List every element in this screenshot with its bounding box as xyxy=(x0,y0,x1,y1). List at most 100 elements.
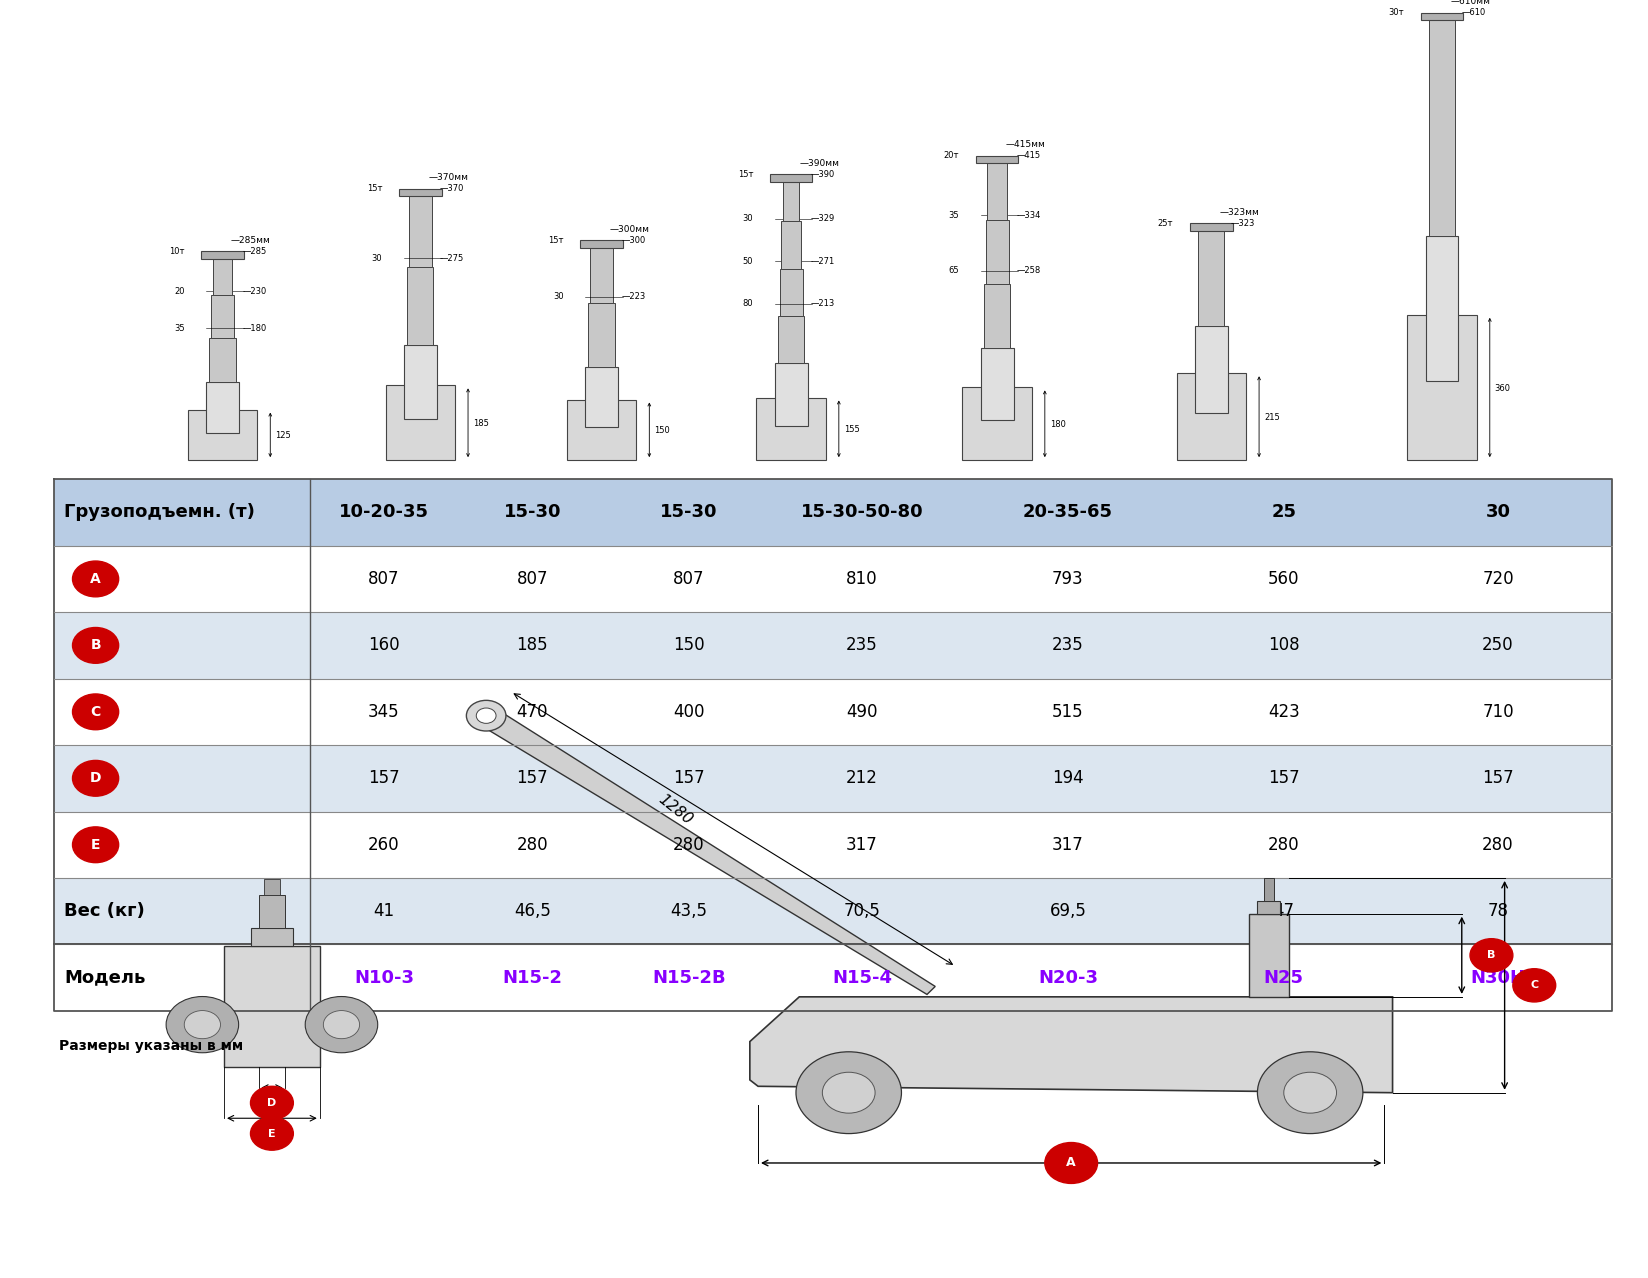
Bar xyxy=(1421,13,1463,20)
Text: 560: 560 xyxy=(1267,570,1300,588)
Text: —415мм: —415мм xyxy=(1005,141,1045,150)
Circle shape xyxy=(73,694,119,730)
Text: 25т: 25т xyxy=(1159,219,1173,227)
Text: 125: 125 xyxy=(275,431,292,440)
Text: —230: —230 xyxy=(242,288,267,296)
Text: 30: 30 xyxy=(372,254,382,263)
Text: 43,5: 43,5 xyxy=(671,902,707,920)
Text: 30т: 30т xyxy=(1389,8,1404,18)
Bar xyxy=(1190,224,1233,231)
Circle shape xyxy=(166,997,239,1053)
Text: Грузоподъемн. (т): Грузоподъемн. (т) xyxy=(64,504,255,521)
Circle shape xyxy=(73,827,119,863)
Bar xyxy=(756,397,826,460)
Bar xyxy=(54,546,1612,612)
Bar xyxy=(590,240,613,303)
Bar xyxy=(54,944,1612,1011)
Circle shape xyxy=(1045,1143,1098,1183)
Text: 793: 793 xyxy=(1051,570,1084,588)
Text: C: C xyxy=(1531,980,1538,990)
Text: D: D xyxy=(267,1098,277,1108)
Bar xyxy=(188,410,257,460)
Text: 720: 720 xyxy=(1482,570,1515,588)
Text: —390: —390 xyxy=(811,170,836,179)
Bar xyxy=(1249,914,1289,997)
Bar xyxy=(1426,235,1458,381)
Bar xyxy=(213,250,232,295)
Text: Вес (кг): Вес (кг) xyxy=(64,902,145,920)
Circle shape xyxy=(1257,1052,1363,1134)
Text: 185: 185 xyxy=(473,419,489,428)
Text: —300мм: —300мм xyxy=(610,225,649,234)
Bar xyxy=(209,339,236,382)
Bar xyxy=(1429,13,1455,235)
Bar xyxy=(54,679,1612,745)
Text: 260: 260 xyxy=(368,836,400,854)
Bar xyxy=(54,479,1612,546)
Text: 280: 280 xyxy=(1267,836,1300,854)
Bar xyxy=(1407,314,1477,460)
Text: E: E xyxy=(269,1128,275,1139)
Text: —370: —370 xyxy=(440,184,465,193)
Text: 10т: 10т xyxy=(170,247,185,256)
Text: 180: 180 xyxy=(1050,420,1066,429)
Text: —323: —323 xyxy=(1231,219,1256,227)
Text: 35: 35 xyxy=(175,323,185,332)
Text: 20-35-65: 20-35-65 xyxy=(1023,504,1112,521)
Bar xyxy=(781,221,801,268)
Bar xyxy=(54,612,1612,679)
Text: 317: 317 xyxy=(1051,836,1084,854)
Text: 400: 400 xyxy=(672,703,705,721)
Text: 15-30: 15-30 xyxy=(504,504,560,521)
Text: 710: 710 xyxy=(1482,703,1515,721)
Bar xyxy=(224,946,320,1067)
Text: 160: 160 xyxy=(368,636,400,654)
Bar xyxy=(1177,373,1246,460)
Text: 35: 35 xyxy=(949,211,959,220)
Text: 157: 157 xyxy=(1482,769,1515,787)
Text: 235: 235 xyxy=(1051,636,1084,654)
Bar xyxy=(778,316,804,363)
Bar xyxy=(386,386,455,460)
Bar xyxy=(54,812,1612,878)
Text: 150: 150 xyxy=(672,636,705,654)
Bar xyxy=(407,267,433,345)
Bar xyxy=(962,387,1032,460)
Bar xyxy=(987,156,1007,220)
Text: 25: 25 xyxy=(1271,504,1297,521)
Bar xyxy=(259,895,285,928)
Text: 1280: 1280 xyxy=(656,791,695,828)
Circle shape xyxy=(250,1086,293,1120)
Text: 807: 807 xyxy=(368,570,400,588)
Text: 70,5: 70,5 xyxy=(844,902,880,920)
Bar xyxy=(409,189,432,267)
Text: 47: 47 xyxy=(1274,902,1294,920)
Circle shape xyxy=(476,708,496,723)
Text: —334: —334 xyxy=(1017,211,1042,220)
Text: 157: 157 xyxy=(368,769,400,787)
Circle shape xyxy=(796,1052,901,1134)
Text: C: C xyxy=(91,705,101,718)
Bar xyxy=(976,156,1018,164)
Text: 490: 490 xyxy=(845,703,878,721)
Text: —390мм: —390мм xyxy=(799,158,839,167)
Bar xyxy=(783,174,799,221)
Text: 470: 470 xyxy=(516,703,549,721)
Text: Размеры указаны в мм: Размеры указаны в мм xyxy=(59,1039,244,1053)
Bar xyxy=(206,382,239,432)
Circle shape xyxy=(73,627,119,663)
Bar xyxy=(984,284,1010,348)
Text: 235: 235 xyxy=(845,636,878,654)
Circle shape xyxy=(323,1011,359,1039)
Text: 10-20-35: 10-20-35 xyxy=(339,504,428,521)
Text: —180: —180 xyxy=(242,323,267,332)
Text: D: D xyxy=(91,772,101,785)
Bar xyxy=(1198,224,1224,326)
Circle shape xyxy=(185,1011,221,1039)
Circle shape xyxy=(822,1072,875,1113)
Bar xyxy=(211,295,234,339)
Bar xyxy=(201,250,244,258)
Circle shape xyxy=(466,700,506,731)
Text: 515: 515 xyxy=(1051,703,1084,721)
Text: —610: —610 xyxy=(1462,8,1486,18)
